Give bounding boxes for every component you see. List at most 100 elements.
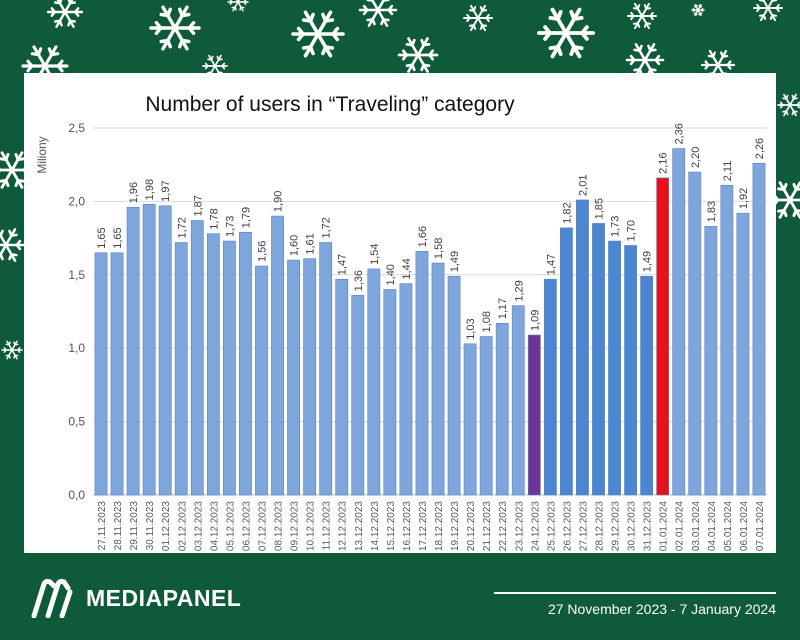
x-tick-label: 13.12.2023 xyxy=(354,501,365,551)
x-tick-label: 05.01.2024 xyxy=(723,501,734,551)
x-tick-label: 08.12.2023 xyxy=(274,501,285,551)
data-label: 1,49 xyxy=(642,251,654,272)
x-tick-label: 12.12.2023 xyxy=(338,501,349,551)
x-tick-label: 14.12.2023 xyxy=(370,501,381,551)
snowflake-icon xyxy=(1,340,23,360)
bar xyxy=(287,259,300,496)
data-label: 2,36 xyxy=(674,123,686,144)
data-label: 1,82 xyxy=(561,202,573,223)
data-label: 1,72 xyxy=(176,217,188,238)
x-tick-label: 07.12.2023 xyxy=(258,501,269,551)
chart-title: Number of users in “Traveling” category xyxy=(145,93,515,116)
data-label: 1,17 xyxy=(497,298,509,319)
data-label: 1,72 xyxy=(321,217,333,238)
date-range: 27 November 2023 - 7 January 2024 xyxy=(547,601,776,617)
x-tick-label: 29.11.2023 xyxy=(129,501,140,551)
bar xyxy=(367,268,381,496)
data-label: 1,65 xyxy=(112,227,124,248)
data-label: 2,26 xyxy=(754,138,766,159)
x-tick-label: 24.12.2023 xyxy=(530,501,541,551)
bar xyxy=(239,231,252,496)
x-tick-label: 30.12.2023 xyxy=(627,501,638,551)
bar xyxy=(142,204,156,496)
data-label: 1,56 xyxy=(257,241,269,262)
data-label: 1,79 xyxy=(240,207,252,228)
x-tick-label: 30.11.2023 xyxy=(145,501,156,551)
bar xyxy=(383,289,397,496)
x-tick-label: 05.12.2023 xyxy=(225,501,236,551)
x-tick-label: 06.12.2023 xyxy=(241,501,252,551)
data-label: 1,66 xyxy=(417,226,429,247)
bar xyxy=(688,171,702,496)
data-label: 1,98 xyxy=(144,179,156,200)
data-label: 1,92 xyxy=(738,188,750,209)
bar xyxy=(415,251,429,496)
snowflake-icon xyxy=(227,0,249,12)
chart-panel: Number of users in “Traveling” category … xyxy=(24,73,776,553)
x-tick-label: 27.11.2023 xyxy=(97,501,108,551)
data-label: 1,90 xyxy=(273,191,285,212)
bar xyxy=(174,242,188,496)
x-tick-label: 22.12.2023 xyxy=(498,501,509,551)
bar xyxy=(592,223,605,496)
bar xyxy=(463,343,477,496)
snowflake-icon xyxy=(691,4,705,16)
bar-chart: Miliony 0,0 0,5 1,0 1,5 2,0 2,5 1,65 27.11.2023 1… xyxy=(35,121,767,551)
footer-divider xyxy=(494,592,776,594)
data-label: 1,09 xyxy=(529,310,541,331)
bar xyxy=(399,283,413,496)
data-label: 1,40 xyxy=(385,264,397,285)
snowflake-icon xyxy=(149,5,201,51)
y-tick-label: 1,0 xyxy=(68,341,85,355)
data-label: 1,54 xyxy=(369,244,381,265)
x-tick-label: 28.12.2023 xyxy=(595,501,606,551)
x-tick-label: 17.12.2023 xyxy=(418,501,429,551)
y-tick-label: 0,5 xyxy=(68,415,85,429)
data-label: 1,85 xyxy=(594,198,606,219)
x-tick-label: 31.12.2023 xyxy=(643,501,654,551)
data-label: 2,16 xyxy=(658,152,670,173)
data-label: 1,83 xyxy=(706,201,718,222)
data-label: 1,08 xyxy=(481,311,493,332)
x-tick-label: 06.01.2024 xyxy=(739,501,750,551)
data-label: 1,49 xyxy=(449,251,461,272)
bar xyxy=(495,322,509,496)
x-tick-label: 19.12.2023 xyxy=(450,501,461,551)
data-label: 1,47 xyxy=(337,254,349,275)
x-tick-label: 02.01.2024 xyxy=(675,501,686,551)
x-tick-label: 03.01.2024 xyxy=(691,501,702,551)
bar xyxy=(543,278,557,496)
snowflake-icon xyxy=(777,93,800,117)
x-tick-label: 07.01.2024 xyxy=(755,501,766,551)
data-label: 1,36 xyxy=(353,270,365,291)
bar xyxy=(126,206,140,496)
bar xyxy=(110,252,124,496)
bar xyxy=(190,220,204,496)
bar xyxy=(672,148,686,496)
data-label: 1,73 xyxy=(610,216,622,237)
x-tick-label: 03.12.2023 xyxy=(193,501,204,551)
x-tick-label: 29.12.2023 xyxy=(611,501,622,551)
bar xyxy=(319,242,333,496)
bar xyxy=(479,336,493,496)
snowflake-icon xyxy=(537,7,595,59)
x-tick-label: 27.12.2023 xyxy=(578,501,589,551)
bar xyxy=(527,334,541,496)
bar xyxy=(640,275,654,496)
data-label: 1,73 xyxy=(224,216,236,237)
mediapanel-logo-icon xyxy=(31,578,73,618)
x-tick-label: 01.12.2023 xyxy=(161,501,172,551)
bar xyxy=(335,278,349,496)
y-tick-label: 0,0 xyxy=(68,488,85,502)
bar xyxy=(736,212,750,496)
data-label: 2,20 xyxy=(690,147,702,168)
x-tick-label: 02.12.2023 xyxy=(177,501,188,551)
x-tick-label: 21.12.2023 xyxy=(482,501,493,551)
bar xyxy=(94,252,108,496)
x-tick-label: 15.12.2023 xyxy=(386,501,397,551)
data-label: 1,03 xyxy=(465,318,477,339)
bar xyxy=(656,177,670,496)
y-tick-label: 2,5 xyxy=(68,121,85,135)
y-axis-label: Miliony xyxy=(35,136,49,173)
